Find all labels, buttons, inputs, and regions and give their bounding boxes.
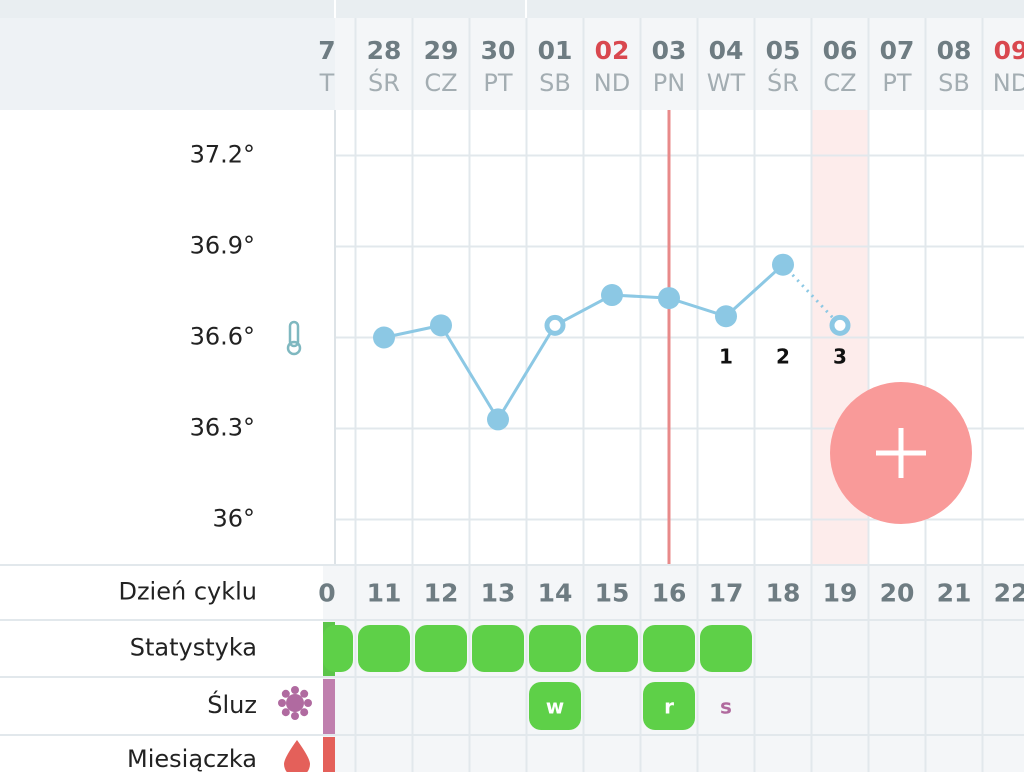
row-label: Dzień cyklu bbox=[118, 578, 257, 606]
weekday: PT bbox=[483, 69, 512, 97]
row-label: Śluz bbox=[207, 689, 257, 719]
scribble bbox=[323, 625, 353, 672]
y-tick-label: 36° bbox=[212, 505, 255, 533]
weekday: T bbox=[319, 69, 335, 97]
scribble bbox=[643, 625, 695, 672]
weekday: ŚR bbox=[368, 67, 400, 97]
row-label: Statystyka bbox=[130, 634, 257, 662]
weekday: PT bbox=[882, 69, 911, 97]
point-label: 2 bbox=[776, 345, 790, 369]
day-number: 02 bbox=[595, 36, 630, 65]
cycle-day: 19 bbox=[823, 579, 858, 608]
icon-part bbox=[300, 689, 309, 698]
point bbox=[829, 314, 851, 336]
point bbox=[772, 253, 794, 276]
cycle-day: 13 bbox=[481, 579, 516, 608]
icon-part bbox=[291, 686, 299, 694]
weekday: ŚR bbox=[767, 67, 799, 97]
point bbox=[715, 305, 737, 328]
status-strip bbox=[0, 0, 1024, 18]
icon-part bbox=[304, 699, 312, 707]
day-number: 29 bbox=[424, 36, 459, 65]
scribble bbox=[472, 625, 524, 672]
y-tick-label: 36.3° bbox=[190, 414, 255, 442]
axis-panel bbox=[0, 110, 335, 565]
icon-part bbox=[281, 689, 290, 698]
point bbox=[544, 314, 566, 336]
day-number: 28 bbox=[367, 36, 402, 65]
row-label: Miesiączka bbox=[127, 745, 257, 772]
scribble bbox=[643, 682, 695, 730]
header-left bbox=[0, 18, 335, 110]
day-header: 7T28ŚR29CZ30PT01SB02ND03PN04WT05ŚR06CZ07… bbox=[318, 36, 1024, 97]
point bbox=[601, 284, 623, 307]
day-number: 09 bbox=[994, 36, 1024, 65]
day-number: 05 bbox=[766, 36, 801, 65]
row-tab bbox=[323, 679, 335, 734]
day-number: 01 bbox=[538, 36, 573, 65]
thermometer-icon bbox=[286, 320, 302, 356]
icon-part bbox=[278, 699, 286, 707]
row-label-bg bbox=[0, 735, 323, 772]
cycle-day: 20 bbox=[880, 579, 915, 608]
cycle-day: 21 bbox=[937, 579, 972, 608]
scribble bbox=[529, 625, 581, 672]
weekday: SB bbox=[539, 69, 571, 97]
cycle-day: 18 bbox=[766, 579, 801, 608]
row-label-bg bbox=[0, 677, 323, 735]
point bbox=[487, 408, 509, 431]
mucus-cell: s bbox=[720, 695, 732, 719]
weekday: ND bbox=[594, 69, 630, 97]
cycle-day: 16 bbox=[652, 579, 687, 608]
day-number: 04 bbox=[709, 36, 744, 65]
cycle-day: 12 bbox=[424, 579, 459, 608]
scribble bbox=[358, 625, 410, 672]
weekday: ND bbox=[993, 69, 1024, 97]
mucus-cell: w bbox=[546, 695, 564, 719]
icon-part bbox=[281, 708, 290, 717]
cycle-day: 22 bbox=[994, 579, 1024, 608]
point bbox=[430, 314, 452, 337]
row-label-bg bbox=[0, 565, 323, 620]
scribble bbox=[415, 625, 467, 672]
y-tick-label: 36.9° bbox=[190, 232, 255, 260]
weekday: SB bbox=[938, 69, 970, 97]
day-number: 7 bbox=[318, 36, 335, 65]
row-label-bg bbox=[0, 620, 323, 677]
day-number: 03 bbox=[652, 36, 687, 65]
weekday: CZ bbox=[424, 69, 457, 97]
mucus-icon bbox=[278, 686, 312, 720]
day-number: 30 bbox=[481, 36, 516, 65]
icon-part bbox=[300, 708, 309, 717]
cycle-day: 14 bbox=[538, 579, 573, 608]
weekday: WT bbox=[707, 69, 746, 97]
mucus-cell: r bbox=[664, 695, 674, 719]
y-tick-label: 36.6° bbox=[190, 323, 255, 351]
drop-icon bbox=[284, 740, 310, 772]
y-tick-label: 37.2° bbox=[190, 141, 255, 169]
icon-part bbox=[286, 694, 304, 712]
day-number: 07 bbox=[880, 36, 915, 65]
cycle-day: 17 bbox=[709, 579, 744, 608]
point bbox=[373, 326, 395, 349]
cycle-day: 0 bbox=[318, 579, 335, 608]
day-number: 08 bbox=[937, 36, 972, 65]
weekday: PN bbox=[653, 69, 685, 97]
icon-part bbox=[291, 712, 299, 720]
cycle-day: 15 bbox=[595, 579, 630, 608]
fab[interactable] bbox=[830, 382, 972, 524]
scribble bbox=[700, 625, 752, 672]
weekday: CZ bbox=[823, 69, 856, 97]
scribble bbox=[586, 625, 638, 672]
point-label: 1 bbox=[719, 345, 733, 369]
point-label: 3 bbox=[833, 345, 847, 369]
row-tab bbox=[323, 737, 335, 772]
cycle-day: 11 bbox=[367, 579, 402, 608]
day-number: 06 bbox=[823, 36, 858, 65]
point bbox=[658, 287, 680, 310]
scribble bbox=[529, 682, 581, 730]
